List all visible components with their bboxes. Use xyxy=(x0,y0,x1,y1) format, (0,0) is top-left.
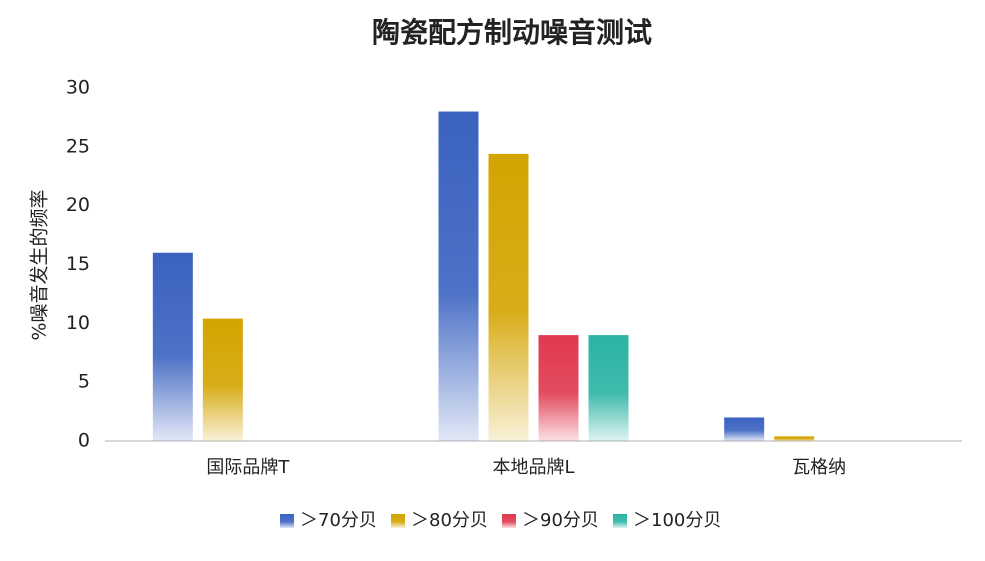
legend-label: ＞90分贝 xyxy=(522,510,599,531)
bar xyxy=(588,335,629,441)
y-tick-label: 20 xyxy=(66,194,90,216)
legend-label: ＞100分贝 xyxy=(633,510,721,531)
y-tick-label: 5 xyxy=(78,371,90,393)
legend-swatch xyxy=(502,514,516,528)
y-tick-label: 15 xyxy=(66,253,90,275)
bar xyxy=(438,111,479,442)
legend-label: ＞70分贝 xyxy=(300,510,377,531)
y-tick-label: 25 xyxy=(66,135,90,157)
bar xyxy=(488,153,529,442)
chart-title: 陶瓷配方制动噪音测试 xyxy=(372,16,652,49)
legend-swatch xyxy=(613,514,627,528)
y-tick-label: 30 xyxy=(66,77,90,99)
bar xyxy=(202,318,243,441)
legend-label: ＞80分贝 xyxy=(411,510,488,531)
bar xyxy=(152,252,193,441)
y-tick-label: 0 xyxy=(78,430,90,452)
y-axis-label: %噪音发生的频率 xyxy=(29,189,51,340)
legend-swatch xyxy=(391,514,405,528)
x-tick-label: 本地品牌L xyxy=(492,457,574,478)
bar xyxy=(538,335,579,441)
legend-swatch xyxy=(280,514,294,528)
bar xyxy=(724,417,765,441)
x-tick-label: 国际品牌T xyxy=(206,457,290,478)
y-tick-label: 10 xyxy=(66,312,90,334)
bar xyxy=(774,436,815,441)
x-tick-label: 瓦格纳 xyxy=(792,457,846,478)
